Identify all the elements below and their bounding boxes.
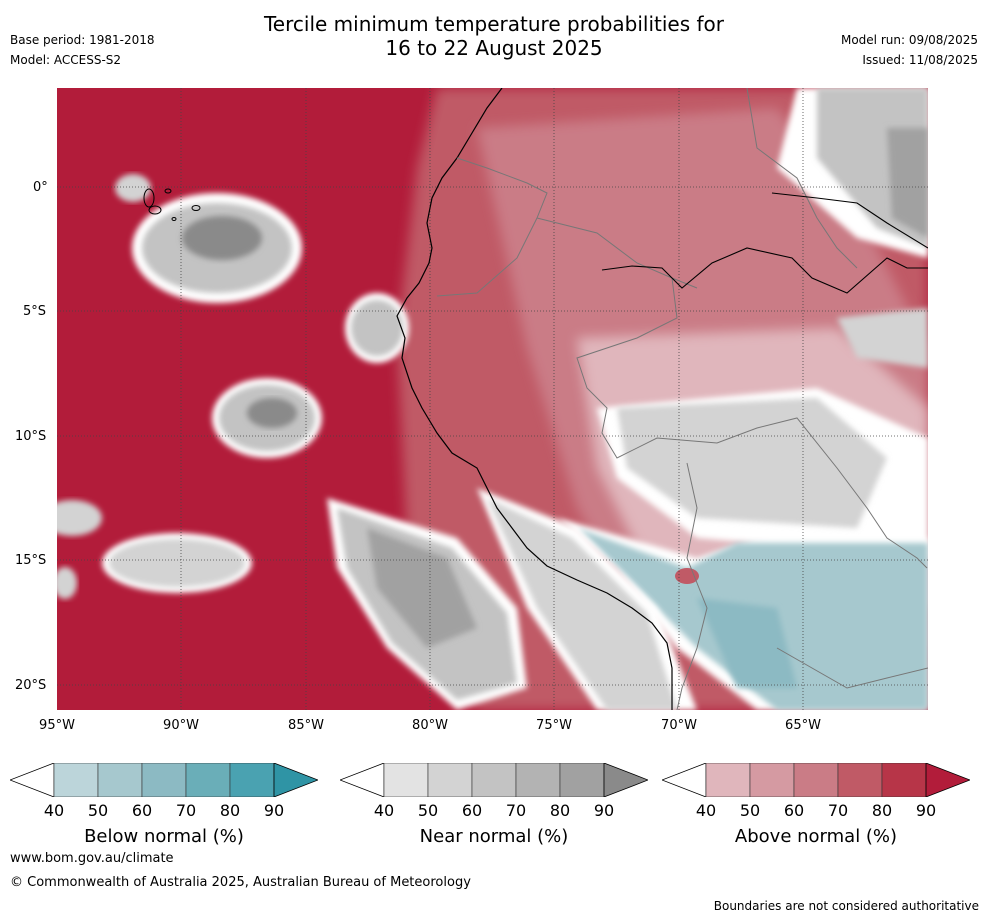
cb-near-tick: 60 [461,801,483,820]
colorbar-near [338,762,650,798]
cb-above-tick: 80 [871,801,893,820]
colorbar-right-extension [603,762,650,798]
lon-label-85w: 85°W [288,718,324,733]
footer-note: Boundaries are not considered authoritat… [713,899,979,913]
cb-near-tick: 50 [417,801,439,820]
coastline [396,88,673,710]
cb-near-tick: 80 [549,801,571,820]
colorbar-swatch [383,762,429,798]
lat-label-0: 0° [33,180,48,195]
cb-above-tick: 40 [695,801,717,820]
cb-above-tick: 70 [827,801,849,820]
colorbar-left-extension [8,762,55,798]
lon-label-70w: 70°W [661,718,697,733]
cb-below-tick: 70 [175,801,197,820]
colorbar-near-ticks: 40 50 60 70 80 90 [340,801,648,821]
colorbar-swatch [141,762,187,798]
colorbar-swatch [53,762,99,798]
cb-near-tick: 40 [373,801,395,820]
lon-label-65w: 65°W [785,718,821,733]
meta-left: Base period: 1981-2018 Model: ACCESS-S2 [10,30,155,70]
colorbar-swatch [97,762,143,798]
lat-label-20s: 20°S [15,678,47,693]
country-borders [436,88,928,710]
colorbar-near-title: Near normal (%) [419,826,569,847]
cb-above-tick: 90 [915,801,937,820]
colorbar-near-swatches [338,762,650,798]
colorbar-above-title: Above normal (%) [734,826,898,847]
colorbar-swatch [185,762,231,798]
model-name: Model: ACCESS-S2 [10,53,122,67]
colorbar-right-extension [273,762,320,798]
lat-label-10s: 10°S [15,429,47,444]
colorbar-above-ticks: 40 50 60 70 80 90 [662,801,970,821]
colorbar-swatch [705,762,751,798]
graticule [57,88,928,710]
colorbar-swatch [793,762,839,798]
colorbar-swatch [229,762,275,798]
galapagos-islands [143,188,201,221]
colorbar-swatch [749,762,795,798]
meta-right: Model run: 09/08/2025 Issued: 11/08/2025 [841,30,978,70]
page-title: Tercile minimum temperature probabilitie… [0,12,988,60]
lat-label-15s: 15°S [15,553,47,568]
lon-label-95w: 95°W [39,718,75,733]
probability-map [57,88,928,710]
footer-copyright: © Commonwealth of Australia 2025, Austra… [10,875,471,890]
lon-label-90w: 90°W [163,718,199,733]
colorbar-below-title: Below normal (%) [84,826,244,847]
cb-below-tick: 80 [219,801,241,820]
cb-above-tick: 60 [783,801,805,820]
cb-near-tick: 70 [505,801,527,820]
colorbar-below [8,762,320,798]
map-fill [57,88,928,710]
colorbar-left-extension [338,762,385,798]
cb-below-tick: 60 [131,801,153,820]
colorbar-left-extension [660,762,707,798]
model-run: Model run: 09/08/2025 [840,33,978,47]
lon-label-75w: 75°W [536,718,572,733]
title-line-1: Tercile minimum temperature probabilitie… [263,12,725,36]
cb-below-tick: 90 [263,801,285,820]
issued-date: Issued: 11/08/2025 [862,53,978,67]
cb-near-tick: 90 [593,801,615,820]
cb-above-tick: 50 [739,801,761,820]
colorbar-below-ticks: 40 50 60 70 80 90 [10,801,318,821]
colorbar-right-extension [925,762,972,798]
colorbar-below-swatches [8,762,320,798]
colorbar-swatch [837,762,883,798]
title-line-2: 16 to 22 August 2025 [385,36,603,60]
colorbar-above [660,762,972,798]
colorbar-swatch [471,762,517,798]
colorbar-swatch [559,762,605,798]
lat-label-5s: 5°S [23,304,47,319]
colorbar-above-swatches [660,762,972,798]
colorbar-swatch [515,762,561,798]
colorbar-swatch [881,762,927,798]
lon-label-80w: 80°W [412,718,448,733]
cb-below-tick: 50 [87,801,109,820]
footer-url: www.bom.gov.au/climate [10,851,174,866]
base-period: Base period: 1981-2018 [10,33,155,47]
colorbar-swatch [427,762,473,798]
cb-below-tick: 40 [43,801,65,820]
river [601,192,928,294]
